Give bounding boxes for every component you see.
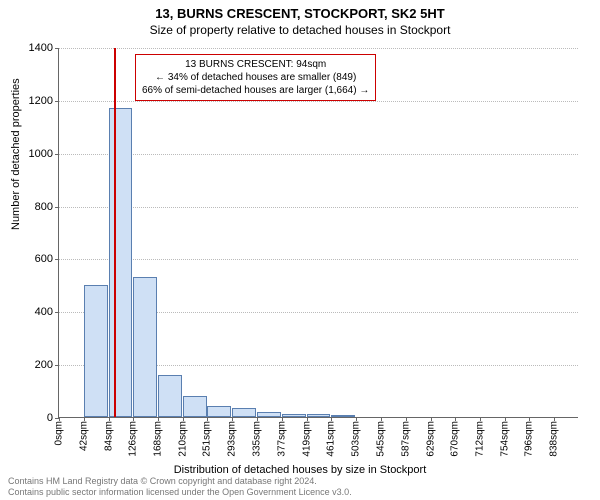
ytick-mark	[55, 207, 59, 208]
xtick-label: 42sqm	[78, 421, 89, 451]
xtick-label: 838sqm	[549, 421, 560, 457]
xtick-label: 377sqm	[276, 421, 287, 457]
ytick-mark	[55, 101, 59, 102]
histogram-bar	[109, 108, 133, 417]
ytick-mark	[55, 154, 59, 155]
histogram-bar	[158, 375, 182, 417]
y-axis-label: Number of detached properties	[10, 78, 22, 230]
ytick-label: 1200	[29, 95, 53, 107]
xtick-label: 419sqm	[301, 421, 312, 457]
histogram-bar	[257, 412, 281, 417]
ytick-label: 1400	[29, 42, 53, 54]
chart-area: 02004006008001000120014000sqm42sqm84sqm1…	[58, 48, 578, 418]
histogram-bar	[183, 396, 207, 417]
ytick-mark	[55, 259, 59, 260]
ytick-label: 200	[35, 359, 53, 371]
annotation-box: 13 BURNS CRESCENT: 94sqm← 34% of detache…	[135, 54, 376, 101]
xtick-label: 670sqm	[449, 421, 460, 457]
footer-line1: Contains HM Land Registry data © Crown c…	[8, 476, 352, 487]
xtick-label: 503sqm	[351, 421, 362, 457]
gridline	[59, 154, 578, 155]
histogram-bar	[84, 285, 108, 417]
ytick-label: 1000	[29, 148, 53, 160]
histogram-bar	[207, 406, 231, 417]
xtick-label: 629sqm	[425, 421, 436, 457]
gridline	[59, 259, 578, 260]
chart-title-line1: 13, BURNS CRESCENT, STOCKPORT, SK2 5HT	[0, 6, 600, 21]
xtick-label: 0sqm	[54, 421, 65, 445]
ytick-label: 400	[35, 306, 53, 318]
xtick-label: 335sqm	[251, 421, 262, 457]
ytick-label: 600	[35, 253, 53, 265]
xtick-label: 126sqm	[128, 421, 139, 457]
xtick-label: 168sqm	[153, 421, 164, 457]
xtick-label: 712sqm	[474, 421, 485, 457]
chart-title-line2: Size of property relative to detached ho…	[0, 23, 600, 37]
gridline	[59, 48, 578, 49]
gridline	[59, 207, 578, 208]
histogram-bar	[307, 414, 331, 417]
annotation-line1: 13 BURNS CRESCENT: 94sqm	[142, 58, 369, 71]
histogram-bar	[232, 408, 256, 417]
xtick-label: 545sqm	[376, 421, 387, 457]
xtick-label: 461sqm	[326, 421, 337, 457]
ytick-mark	[55, 312, 59, 313]
xtick-label: 796sqm	[524, 421, 535, 457]
plot-region: 02004006008001000120014000sqm42sqm84sqm1…	[58, 48, 578, 418]
histogram-bar	[282, 414, 306, 417]
footer-line2: Contains public sector information licen…	[8, 487, 352, 498]
annotation-line3: 66% of semi-detached houses are larger (…	[142, 84, 369, 97]
footer-attribution: Contains HM Land Registry data © Crown c…	[8, 476, 352, 498]
xtick-label: 754sqm	[499, 421, 510, 457]
ytick-mark	[55, 48, 59, 49]
xtick-label: 251sqm	[202, 421, 213, 457]
histogram-bar	[133, 277, 157, 417]
xtick-label: 587sqm	[400, 421, 411, 457]
ytick-label: 800	[35, 201, 53, 213]
ytick-mark	[55, 365, 59, 366]
histogram-bar	[331, 415, 355, 417]
xtick-label: 293sqm	[227, 421, 238, 457]
xtick-label: 210sqm	[178, 421, 189, 457]
annotation-line2: ← 34% of detached houses are smaller (84…	[142, 71, 369, 84]
xtick-label: 84sqm	[103, 421, 114, 451]
x-axis-label: Distribution of detached houses by size …	[0, 464, 600, 476]
property-marker-line	[114, 48, 116, 417]
chart-title-block: 13, BURNS CRESCENT, STOCKPORT, SK2 5HT S…	[0, 0, 600, 37]
ytick-label: 0	[47, 412, 53, 424]
